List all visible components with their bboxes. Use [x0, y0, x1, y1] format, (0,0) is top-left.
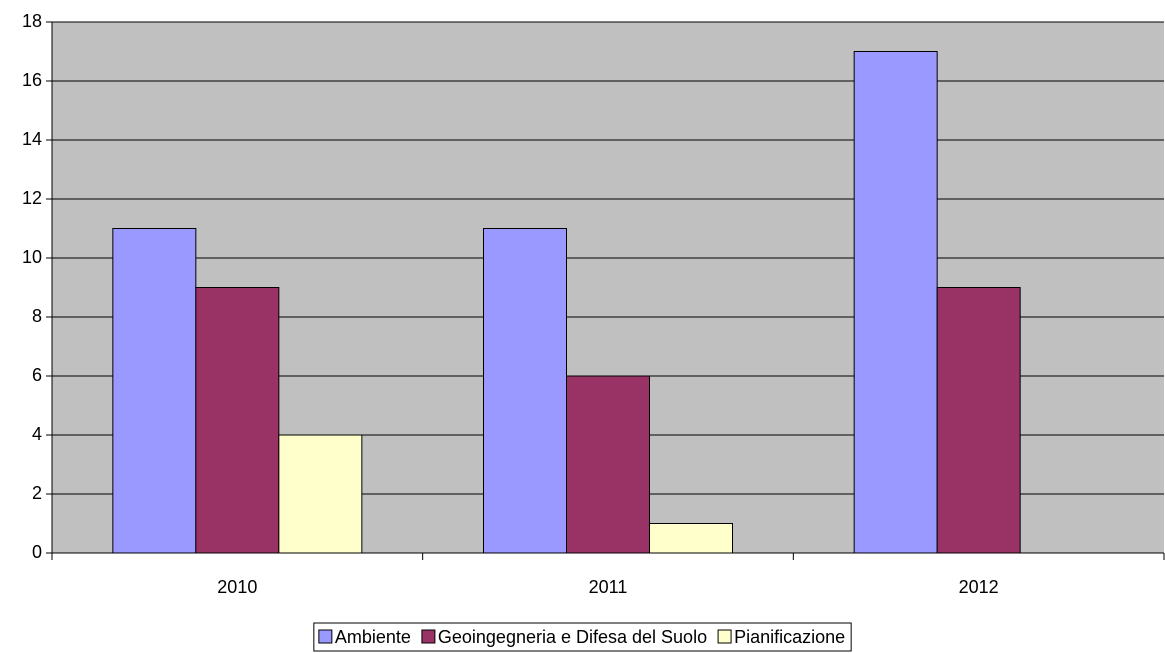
- y-tick-label: 14: [22, 129, 42, 149]
- bar: [278, 434, 363, 554]
- bar: [195, 287, 280, 554]
- legend-label: Geoingegneria e Difesa del Suolo: [438, 627, 707, 647]
- bar: [649, 523, 733, 554]
- x-tick-label: 2011: [589, 577, 628, 597]
- bar: [566, 375, 650, 554]
- x-tick-label: 2010: [217, 577, 257, 597]
- legend-swatch: [421, 629, 436, 644]
- legend: [313, 622, 852, 652]
- bar: [853, 51, 938, 554]
- bar: [112, 228, 197, 554]
- legend-label: Ambiente: [335, 627, 411, 647]
- y-tick-label: 6: [32, 365, 42, 385]
- y-tick-label: 0: [32, 542, 42, 562]
- y-tick-label: 8: [32, 306, 42, 326]
- y-tick-label: 4: [32, 424, 42, 444]
- legend-swatch: [318, 629, 333, 644]
- y-tick-label: 2: [32, 483, 42, 503]
- y-tick-label: 18: [22, 11, 42, 31]
- bar: [483, 228, 567, 554]
- legend-label: Pianificazione: [734, 627, 845, 647]
- x-tick-label: 2012: [959, 577, 999, 597]
- y-tick-label: 10: [22, 247, 42, 267]
- legend-swatch: [717, 629, 732, 644]
- bar: [936, 287, 1021, 554]
- y-tick-label: 12: [22, 188, 42, 208]
- y-tick-label: 16: [22, 70, 42, 90]
